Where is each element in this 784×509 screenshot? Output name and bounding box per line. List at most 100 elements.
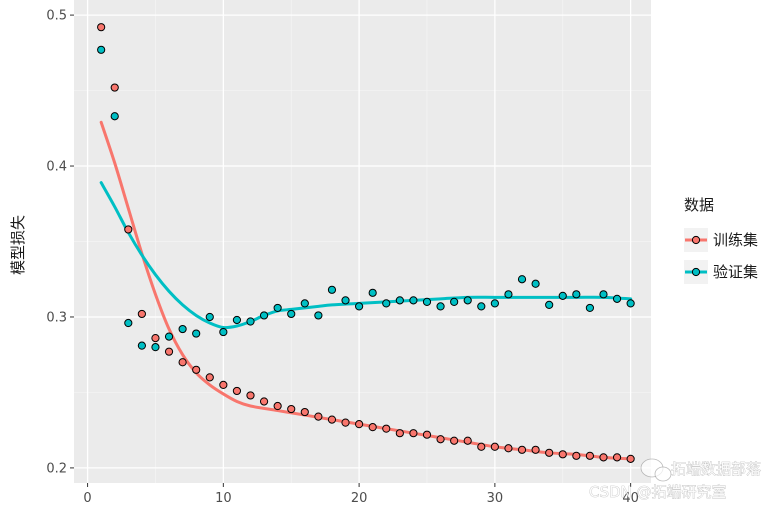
point-train	[450, 436, 459, 445]
point-train	[436, 435, 445, 444]
point-validation	[368, 288, 377, 297]
point-validation	[327, 285, 337, 294]
point-validation	[558, 291, 567, 300]
point-validation	[192, 329, 201, 338]
major-gridlines	[74, 0, 651, 483]
point-validation	[178, 324, 187, 334]
point-train	[232, 386, 242, 396]
point-train	[246, 391, 255, 400]
point-train	[599, 453, 608, 462]
point-validation	[232, 315, 242, 325]
legend-item-validation: 验证集	[684, 260, 758, 284]
point-validation	[585, 303, 595, 313]
point-train	[545, 448, 554, 457]
point-validation	[246, 317, 255, 326]
point-train	[558, 450, 567, 459]
point-validation	[97, 45, 106, 54]
point-validation	[545, 300, 554, 309]
point-train	[273, 401, 282, 411]
point-validation	[531, 279, 540, 288]
point-train	[572, 451, 581, 460]
point-validation	[287, 309, 296, 319]
y-axis-title: 模型损失	[9, 215, 27, 275]
point-train	[395, 429, 404, 438]
x-tick-label: 40	[622, 491, 639, 506]
smooth-line-validation	[99, 181, 633, 330]
point-train	[219, 380, 228, 389]
watermark: 拓端数据部落 CSDN @拓端研究室	[589, 458, 761, 501]
data-points	[97, 23, 635, 463]
legend-item-train: 训练集	[684, 228, 758, 252]
y-tick-label: 0.4	[46, 160, 67, 175]
point-validation	[300, 299, 309, 308]
point-validation	[259, 311, 269, 320]
point-validation	[599, 290, 608, 299]
point-validation	[490, 299, 499, 308]
point-train	[463, 436, 472, 445]
x-tick-label: 20	[351, 491, 368, 506]
tick-labels: 0 10 20 30 40 0.2 0.3 0.4 0.5	[46, 9, 639, 506]
point-train	[422, 430, 432, 439]
point-validation	[572, 290, 581, 299]
point-validation	[355, 302, 364, 311]
point-validation	[164, 332, 174, 341]
y-tick-label: 0.3	[46, 310, 67, 325]
point-train	[259, 397, 269, 406]
point-validation	[395, 296, 404, 305]
point-train	[409, 429, 418, 438]
point-validation	[422, 297, 432, 306]
point-train	[612, 453, 622, 462]
point-validation	[151, 343, 160, 352]
point-train	[97, 23, 106, 32]
point-train	[355, 420, 364, 429]
point-validation	[504, 290, 513, 299]
watermark-line1: 拓端数据部落	[671, 460, 761, 478]
point-validation	[463, 296, 472, 305]
point-train	[626, 454, 635, 463]
legend-label: 训练集	[713, 231, 758, 249]
y-tick-label: 0.5	[46, 9, 67, 24]
point-validation	[517, 275, 527, 284]
watermark-line2: CSDN @拓端研究室	[589, 483, 727, 501]
axis-ticks	[70, 14, 632, 487]
x-tick-label: 10	[215, 491, 232, 506]
point-train	[531, 445, 540, 454]
x-tick-label: 0	[83, 491, 91, 506]
point-train	[178, 358, 187, 367]
point-train	[327, 415, 337, 424]
point-validation	[137, 341, 146, 350]
legend-point	[691, 267, 701, 277]
legend-label: 验证集	[713, 263, 758, 281]
wechat-logo-icon	[640, 458, 672, 482]
point-train	[137, 309, 146, 319]
point-validation	[219, 327, 228, 337]
point-validation	[450, 297, 459, 306]
point-train	[477, 442, 486, 451]
point-train	[382, 424, 391, 433]
point-validation	[477, 302, 486, 311]
point-train	[164, 347, 174, 356]
point-train	[517, 445, 527, 454]
point-train	[314, 412, 323, 421]
point-train	[585, 451, 595, 460]
legend-title: 数据	[684, 196, 714, 214]
point-validation	[436, 302, 445, 311]
point-train	[110, 83, 119, 92]
point-validation	[273, 303, 282, 313]
minor-gridlines	[74, 0, 651, 483]
point-train	[151, 334, 160, 343]
point-train	[368, 423, 377, 432]
point-validation	[124, 318, 133, 328]
legend-point	[691, 235, 701, 245]
point-validation	[626, 299, 635, 308]
point-train	[490, 442, 499, 451]
point-train	[341, 418, 350, 427]
point-train	[205, 373, 214, 382]
point-validation	[314, 311, 323, 320]
x-tick-label: 30	[487, 491, 504, 506]
point-train	[504, 444, 513, 453]
point-train	[287, 404, 296, 414]
point-validation	[110, 112, 119, 121]
point-train	[192, 365, 201, 374]
